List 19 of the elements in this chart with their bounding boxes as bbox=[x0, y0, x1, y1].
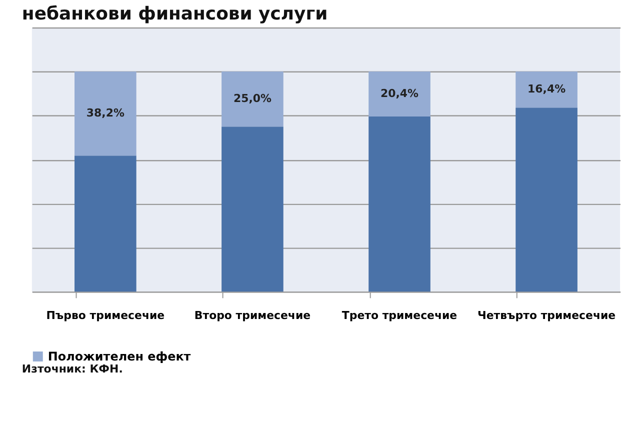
legend-label: Положителен ефект bbox=[48, 349, 191, 364]
data-label: 16,4% bbox=[528, 82, 566, 96]
bar bbox=[222, 126, 284, 292]
text: Източник: КФН. bbox=[22, 362, 123, 376]
x-tick-label: Първо тримесечие bbox=[46, 309, 165, 322]
x-tick-label: Четвърто тримесечие bbox=[477, 309, 616, 322]
chart-title: небанкови финансови услуги bbox=[22, 4, 328, 25]
x-tick-label: Второ тримесечие bbox=[194, 309, 311, 322]
bar bbox=[74, 156, 136, 292]
data-label: 38,2% bbox=[86, 106, 124, 120]
data-label: 20,4% bbox=[380, 86, 419, 100]
bar bbox=[368, 72, 430, 116]
bar bbox=[74, 72, 136, 156]
x-tick-label: Трето тримесечие bbox=[342, 309, 458, 322]
data-label: 25,0% bbox=[233, 92, 272, 106]
bar bbox=[222, 72, 284, 127]
bar bbox=[368, 116, 430, 292]
bar bbox=[516, 72, 578, 108]
bar bbox=[516, 108, 578, 292]
